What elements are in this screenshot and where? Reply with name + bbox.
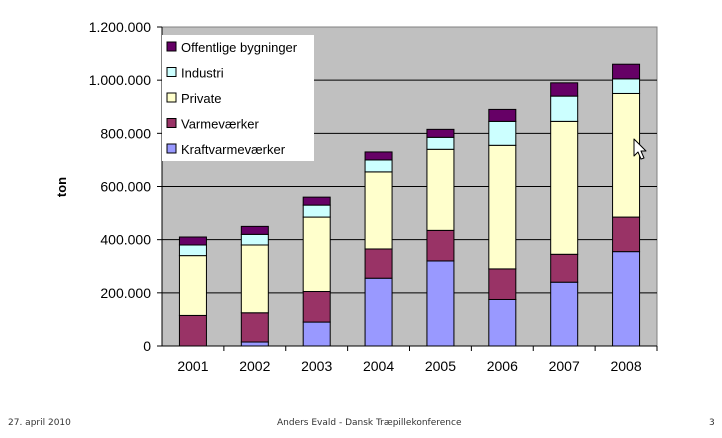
bar-segment xyxy=(302,204,331,218)
bar-segment xyxy=(364,159,393,173)
bar-segment xyxy=(240,233,269,246)
x-tick-label: 2001 xyxy=(177,358,208,374)
footer-page-number: 3 xyxy=(709,418,715,428)
legend-swatch xyxy=(166,92,177,103)
bar-segment xyxy=(488,268,517,300)
footer-presenter: Anders Evald - Dansk Træpillekonference xyxy=(277,418,462,428)
y-axis-title: ton xyxy=(54,177,69,197)
bar-segment xyxy=(364,151,393,161)
bar-segment xyxy=(240,244,269,314)
bar-segment xyxy=(426,136,455,150)
bar-segment xyxy=(178,236,207,246)
bar-segment xyxy=(550,82,579,97)
bar-segment xyxy=(178,314,207,347)
x-tick-label: 2006 xyxy=(487,358,518,374)
y-tick-label: 800.000 xyxy=(100,125,151,141)
legend-swatch xyxy=(166,118,177,128)
bar-segment xyxy=(426,229,455,262)
x-tick-label: 2002 xyxy=(239,358,270,374)
bar-segment xyxy=(240,312,269,343)
bar-segment xyxy=(178,255,207,316)
bar-segment xyxy=(302,291,331,323)
y-tick-label: 1.200.000 xyxy=(89,19,151,35)
bar-segment xyxy=(364,171,393,250)
bar-segment xyxy=(426,148,455,231)
bar-segment xyxy=(550,253,579,283)
bar-segment xyxy=(488,120,517,146)
y-tick-label: 1.000.000 xyxy=(89,72,151,88)
x-tick-label: 2008 xyxy=(610,358,641,374)
bar-segment xyxy=(364,277,393,347)
legend-swatch xyxy=(166,41,177,52)
legend-box xyxy=(162,35,314,161)
bar-segment xyxy=(488,108,517,122)
bar-segment xyxy=(612,63,641,80)
bar-segment xyxy=(612,216,641,253)
x-tick-label: 2005 xyxy=(425,358,456,374)
footer-date: 27. april 2010 xyxy=(8,418,71,428)
y-tick-label: 200.000 xyxy=(100,285,151,301)
bar-segment xyxy=(240,341,269,347)
legend-label: Private xyxy=(181,91,221,106)
bar-segment xyxy=(488,144,517,270)
x-tick-label: 2004 xyxy=(363,358,394,374)
bar-segment xyxy=(302,321,331,347)
bar-segment xyxy=(550,95,579,122)
bar-segment xyxy=(488,298,517,347)
legend-swatch xyxy=(166,143,177,154)
y-tick-label: 400.000 xyxy=(100,232,151,248)
legend-label: Kraftvarmeværker xyxy=(181,142,286,157)
bar-segment xyxy=(426,128,455,138)
bar-segment xyxy=(240,225,269,235)
legend-label: Offentlige bygninger xyxy=(181,40,298,55)
legend-swatch xyxy=(166,67,177,77)
legend: Offentlige bygninger Industri Private Varme… xyxy=(162,35,314,161)
bar-segment xyxy=(612,92,641,218)
bar-segment xyxy=(426,260,455,347)
bar-segment xyxy=(612,251,641,347)
bar-segment xyxy=(178,244,207,257)
y-tick-label: 600.000 xyxy=(100,179,151,195)
legend-label: Industri xyxy=(181,66,224,81)
y-tick-label: 0 xyxy=(143,338,151,354)
bar-segment xyxy=(364,248,393,279)
bar-segment xyxy=(550,120,579,255)
bar-segment xyxy=(302,216,331,293)
bar-segment xyxy=(612,78,641,94)
x-tick-label: 2003 xyxy=(301,358,332,374)
bar-segment xyxy=(302,196,331,206)
legend-label: Varmeværker xyxy=(181,117,259,132)
x-tick-label: 2007 xyxy=(549,358,580,374)
arrow-cursor-icon xyxy=(633,138,647,160)
axes: 0 200.000 400.000 600.000 800.000 1.000.000 1.… xyxy=(89,19,658,374)
bars xyxy=(178,63,641,347)
bar-segment xyxy=(550,281,579,347)
